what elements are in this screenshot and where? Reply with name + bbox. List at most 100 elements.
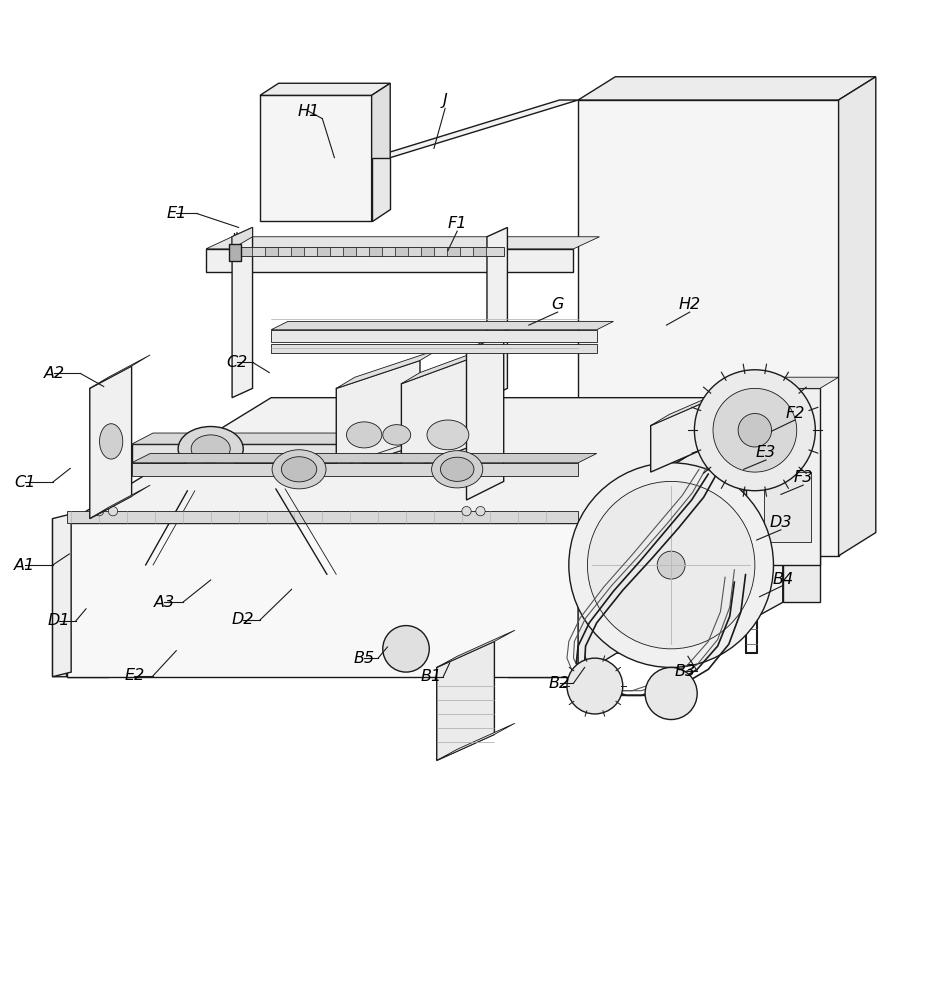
- Polygon shape: [437, 630, 515, 667]
- Polygon shape: [66, 626, 578, 644]
- Text: B4: B4: [773, 572, 793, 587]
- Polygon shape: [206, 237, 600, 249]
- Ellipse shape: [100, 424, 123, 459]
- Text: H2: H2: [678, 297, 701, 312]
- Polygon shape: [260, 83, 390, 95]
- Polygon shape: [336, 433, 439, 472]
- Polygon shape: [232, 227, 253, 249]
- Text: B2: B2: [549, 676, 570, 691]
- Circle shape: [713, 388, 797, 472]
- Polygon shape: [132, 444, 401, 463]
- Text: A1: A1: [14, 558, 35, 573]
- Text: A2: A2: [44, 366, 65, 381]
- Text: D3: D3: [770, 515, 792, 530]
- Polygon shape: [369, 247, 382, 256]
- Polygon shape: [650, 389, 727, 426]
- Polygon shape: [230, 244, 242, 261]
- Polygon shape: [783, 449, 820, 602]
- Text: B3: B3: [675, 664, 696, 679]
- Polygon shape: [291, 247, 304, 256]
- Ellipse shape: [346, 422, 382, 448]
- Polygon shape: [689, 449, 820, 500]
- Ellipse shape: [282, 457, 316, 482]
- Text: C2: C2: [226, 355, 247, 370]
- Circle shape: [383, 626, 429, 672]
- Polygon shape: [650, 400, 708, 472]
- Polygon shape: [66, 574, 783, 626]
- Polygon shape: [371, 158, 390, 221]
- Text: B5: B5: [354, 651, 375, 666]
- Circle shape: [645, 667, 697, 720]
- Polygon shape: [745, 388, 820, 565]
- Polygon shape: [578, 398, 783, 677]
- Polygon shape: [421, 247, 434, 256]
- Circle shape: [476, 507, 485, 516]
- Polygon shape: [437, 641, 494, 760]
- Polygon shape: [550, 500, 588, 677]
- Polygon shape: [90, 355, 150, 388]
- Text: E1: E1: [166, 206, 187, 221]
- Polygon shape: [371, 83, 390, 221]
- Text: G: G: [551, 297, 564, 312]
- Polygon shape: [689, 449, 783, 653]
- Polygon shape: [52, 514, 71, 677]
- Text: D2: D2: [232, 612, 255, 627]
- Circle shape: [694, 370, 815, 491]
- Ellipse shape: [427, 420, 468, 450]
- Circle shape: [657, 551, 685, 579]
- Polygon shape: [265, 247, 278, 256]
- Circle shape: [108, 507, 118, 516]
- Polygon shape: [206, 249, 574, 272]
- Polygon shape: [578, 77, 876, 100]
- Text: J: J: [443, 93, 448, 108]
- Polygon shape: [272, 321, 614, 330]
- Polygon shape: [447, 247, 460, 256]
- Polygon shape: [272, 344, 597, 353]
- Polygon shape: [260, 95, 371, 221]
- Polygon shape: [689, 480, 729, 653]
- Ellipse shape: [191, 435, 230, 463]
- Polygon shape: [146, 480, 185, 653]
- Ellipse shape: [432, 451, 482, 488]
- Circle shape: [462, 507, 471, 516]
- Text: A3: A3: [154, 595, 174, 610]
- Polygon shape: [437, 723, 515, 760]
- Polygon shape: [336, 360, 420, 472]
- Text: F2: F2: [786, 406, 804, 421]
- Text: B1: B1: [421, 669, 441, 684]
- Text: E2: E2: [124, 668, 145, 683]
- Circle shape: [569, 463, 773, 667]
- Polygon shape: [336, 349, 439, 388]
- Polygon shape: [395, 247, 408, 256]
- Polygon shape: [66, 523, 108, 677]
- Text: D1: D1: [48, 613, 70, 628]
- Circle shape: [738, 413, 772, 447]
- Text: F3: F3: [794, 470, 813, 485]
- Polygon shape: [839, 77, 876, 556]
- Circle shape: [588, 481, 755, 649]
- Polygon shape: [90, 366, 132, 519]
- Text: F1: F1: [448, 216, 466, 231]
- Polygon shape: [466, 321, 522, 351]
- Polygon shape: [66, 523, 578, 677]
- Ellipse shape: [272, 450, 326, 489]
- Text: H1: H1: [298, 104, 319, 119]
- Polygon shape: [232, 247, 504, 256]
- Polygon shape: [578, 100, 839, 556]
- Polygon shape: [132, 433, 423, 444]
- Polygon shape: [52, 519, 66, 677]
- Polygon shape: [108, 500, 146, 677]
- Circle shape: [94, 507, 104, 516]
- Ellipse shape: [383, 425, 411, 445]
- Polygon shape: [239, 247, 252, 256]
- Polygon shape: [764, 472, 811, 542]
- Polygon shape: [508, 523, 550, 677]
- Polygon shape: [132, 463, 578, 476]
- Polygon shape: [66, 398, 783, 523]
- Polygon shape: [487, 227, 508, 398]
- Text: E3: E3: [756, 445, 776, 460]
- Polygon shape: [371, 100, 578, 158]
- Ellipse shape: [440, 457, 474, 481]
- Polygon shape: [232, 227, 253, 398]
- Polygon shape: [745, 377, 839, 388]
